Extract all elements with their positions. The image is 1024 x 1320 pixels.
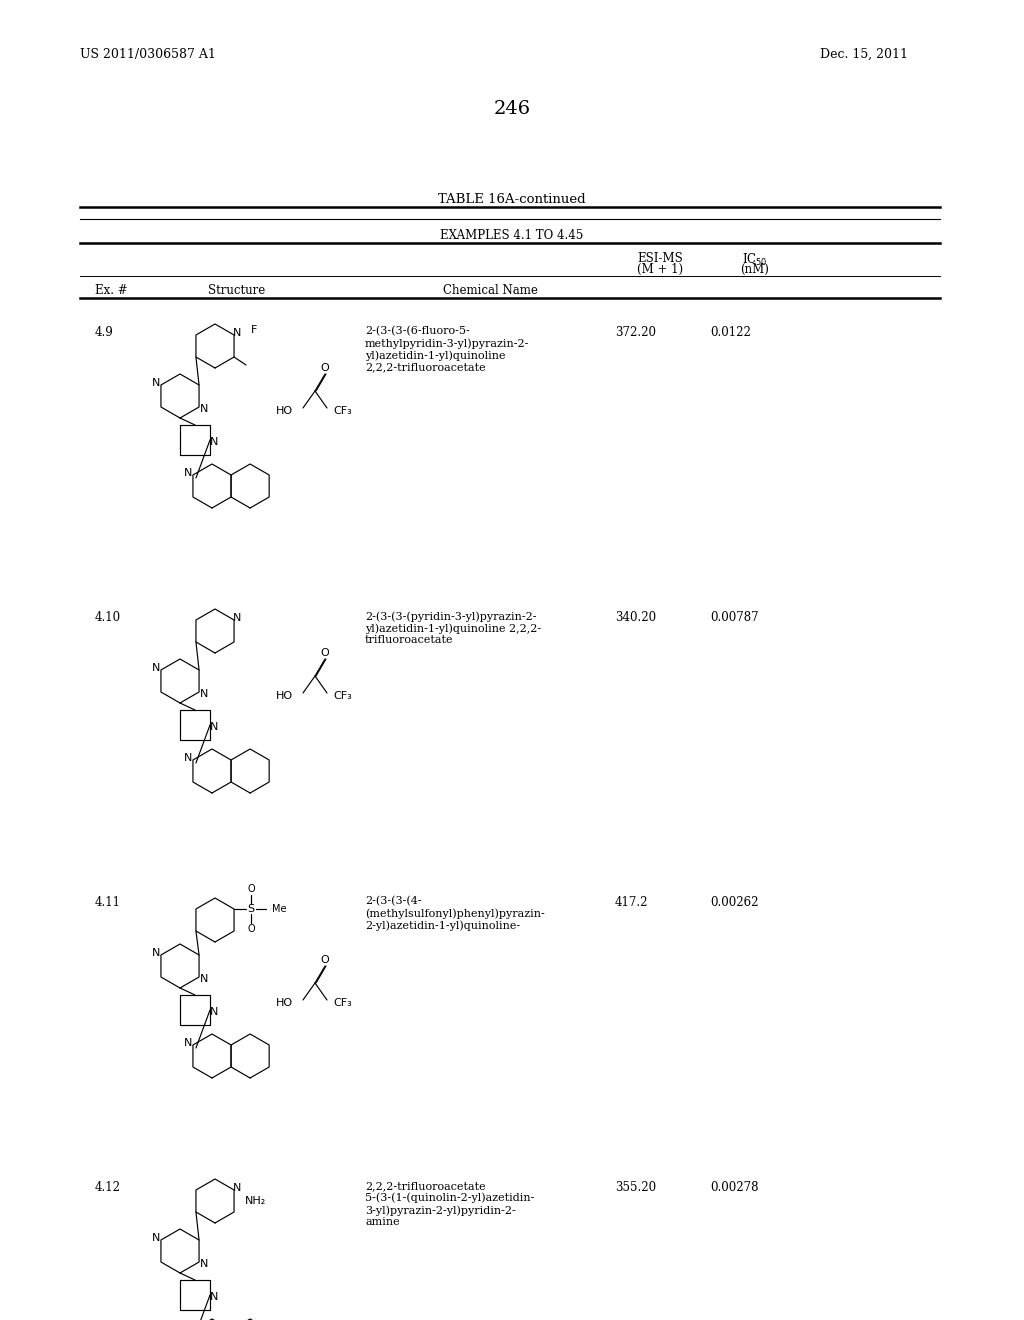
Text: S: S [248, 904, 255, 913]
Text: N: N [152, 948, 160, 958]
Text: N: N [232, 327, 242, 338]
Text: 372.20: 372.20 [615, 326, 656, 339]
Text: N: N [200, 404, 208, 414]
Text: ESI-MS: ESI-MS [637, 252, 683, 265]
Text: 0.00262: 0.00262 [710, 896, 759, 909]
Text: 4.10: 4.10 [95, 611, 121, 624]
Text: 417.2: 417.2 [615, 896, 648, 909]
Text: 355.20: 355.20 [615, 1181, 656, 1195]
Text: 2-(3-(3-(pyridin-3-yl)pyrazin-2-
yl)azetidin-1-yl)quinoline 2,2,2-
trifluoroacet: 2-(3-(3-(pyridin-3-yl)pyrazin-2- yl)azet… [365, 611, 541, 645]
Text: CF₃: CF₃ [333, 998, 352, 1008]
Text: N: N [152, 378, 160, 388]
Text: EXAMPLES 4.1 TO 4.45: EXAMPLES 4.1 TO 4.45 [440, 228, 584, 242]
Text: N: N [183, 469, 193, 478]
Text: (nM): (nM) [740, 263, 769, 276]
Text: US 2011/0306587 A1: US 2011/0306587 A1 [80, 48, 216, 61]
Text: TABLE 16A-continued: TABLE 16A-continued [438, 193, 586, 206]
Text: 2,2,2-trifluoroacetate
5-(3-(1-(quinolin-2-yl)azetidin-
3-yl)pyrazin-2-yl)pyridi: 2,2,2-trifluoroacetate 5-(3-(1-(quinolin… [365, 1181, 535, 1228]
Text: CF₃: CF₃ [333, 407, 352, 416]
Text: Structure: Structure [208, 284, 265, 297]
Text: N: N [232, 612, 242, 623]
Text: Me: Me [272, 904, 287, 913]
Text: IC$_{50}$: IC$_{50}$ [742, 252, 768, 268]
Text: (M + 1): (M + 1) [637, 263, 683, 276]
Text: 0.0122: 0.0122 [710, 326, 751, 339]
Text: 0.00787: 0.00787 [710, 611, 759, 624]
Text: 246: 246 [494, 100, 530, 117]
Text: N: N [183, 752, 193, 763]
Text: N: N [200, 1259, 208, 1269]
Text: N: N [210, 437, 218, 447]
Text: N: N [232, 1183, 242, 1193]
Text: 4.11: 4.11 [95, 896, 121, 909]
Text: 340.20: 340.20 [615, 611, 656, 624]
Text: N: N [152, 663, 160, 673]
Text: HO: HO [275, 998, 293, 1008]
Text: Chemical Name: Chemical Name [442, 284, 538, 297]
Text: 2-(3-(3-(6-fluoro-5-
methylpyridin-3-yl)pyrazin-2-
yl)azetidin-1-yl)quinoline
2,: 2-(3-(3-(6-fluoro-5- methylpyridin-3-yl)… [365, 326, 529, 372]
Text: N: N [152, 1233, 160, 1243]
Text: O: O [247, 924, 255, 935]
Text: Dec. 15, 2011: Dec. 15, 2011 [820, 48, 908, 61]
Text: 4.9: 4.9 [95, 326, 114, 339]
Text: HO: HO [275, 407, 293, 416]
Text: O: O [247, 884, 255, 894]
Text: N: N [183, 1038, 193, 1048]
Text: F: F [251, 325, 257, 335]
Text: N: N [210, 1292, 218, 1302]
Text: O: O [321, 363, 330, 374]
Text: O: O [321, 648, 330, 657]
Text: N: N [200, 974, 208, 983]
Text: NH₂: NH₂ [245, 1196, 266, 1206]
Text: N: N [210, 722, 218, 733]
Text: CF₃: CF₃ [333, 690, 352, 701]
Text: 0.00278: 0.00278 [710, 1181, 759, 1195]
Text: 2-(3-(3-(4-
(methylsulfonyl)phenyl)pyrazin-
2-yl)azetidin-1-yl)quinoline-: 2-(3-(3-(4- (methylsulfonyl)phenyl)pyraz… [365, 896, 545, 931]
Text: HO: HO [275, 690, 293, 701]
Text: Ex. #: Ex. # [95, 284, 128, 297]
Text: N: N [200, 689, 208, 700]
Text: N: N [210, 1007, 218, 1016]
Text: 4.12: 4.12 [95, 1181, 121, 1195]
Text: O: O [321, 954, 330, 965]
